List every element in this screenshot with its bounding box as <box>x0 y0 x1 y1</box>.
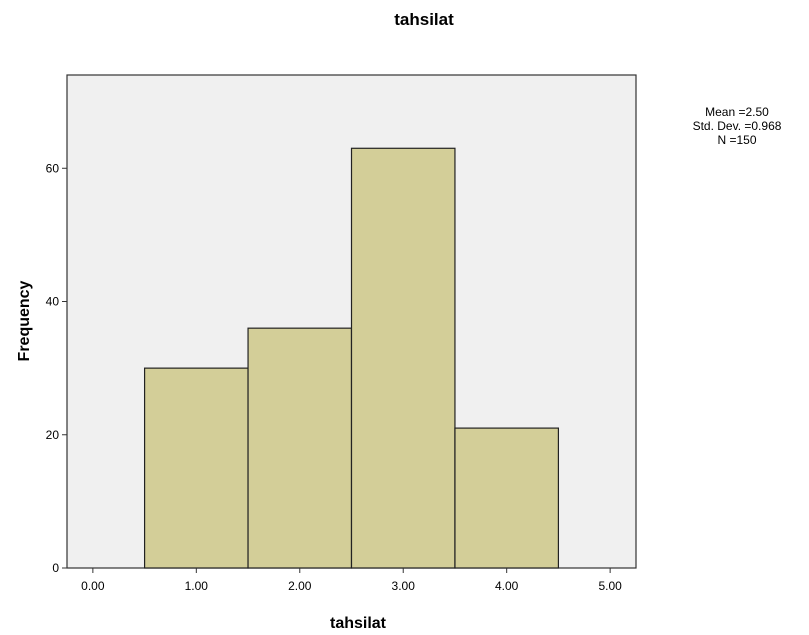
x-tick-label: 4.00 <box>495 579 519 593</box>
histogram-bar-2 <box>247 327 353 569</box>
x-tick-label: 5.00 <box>598 579 622 593</box>
statistics-box: Mean =2.50 Std. Dev. =0.968 N =150 <box>693 105 782 147</box>
y-tick-label: 60 <box>46 161 60 175</box>
stat-mean: Mean =2.50 <box>705 105 769 119</box>
stat-std-dev: Std. Dev. =0.968 <box>693 119 782 133</box>
bars-group <box>143 147 560 569</box>
stat-n: N =150 <box>717 133 756 147</box>
y-axis-title: Frequency <box>16 280 33 361</box>
histogram-bar-3 <box>350 147 456 569</box>
x-tick-label: 2.00 <box>288 579 312 593</box>
histogram-bar-4 <box>454 427 560 569</box>
y-tick-label: 40 <box>46 295 60 309</box>
x-axis-title: tahsilat <box>330 615 387 632</box>
x-tick-label: 0.00 <box>81 579 105 593</box>
x-tick-label: 1.00 <box>185 579 209 593</box>
y-tick-label: 0 <box>52 561 59 575</box>
y-tick-label: 20 <box>46 428 60 442</box>
histogram-bar-1 <box>143 367 249 569</box>
axes-group: 0.00 1.00 2.00 3.00 4.00 5.00 0 20 40 60 <box>46 161 622 593</box>
chart-title: tahsilat <box>394 10 454 29</box>
x-tick-label: 3.00 <box>392 579 416 593</box>
